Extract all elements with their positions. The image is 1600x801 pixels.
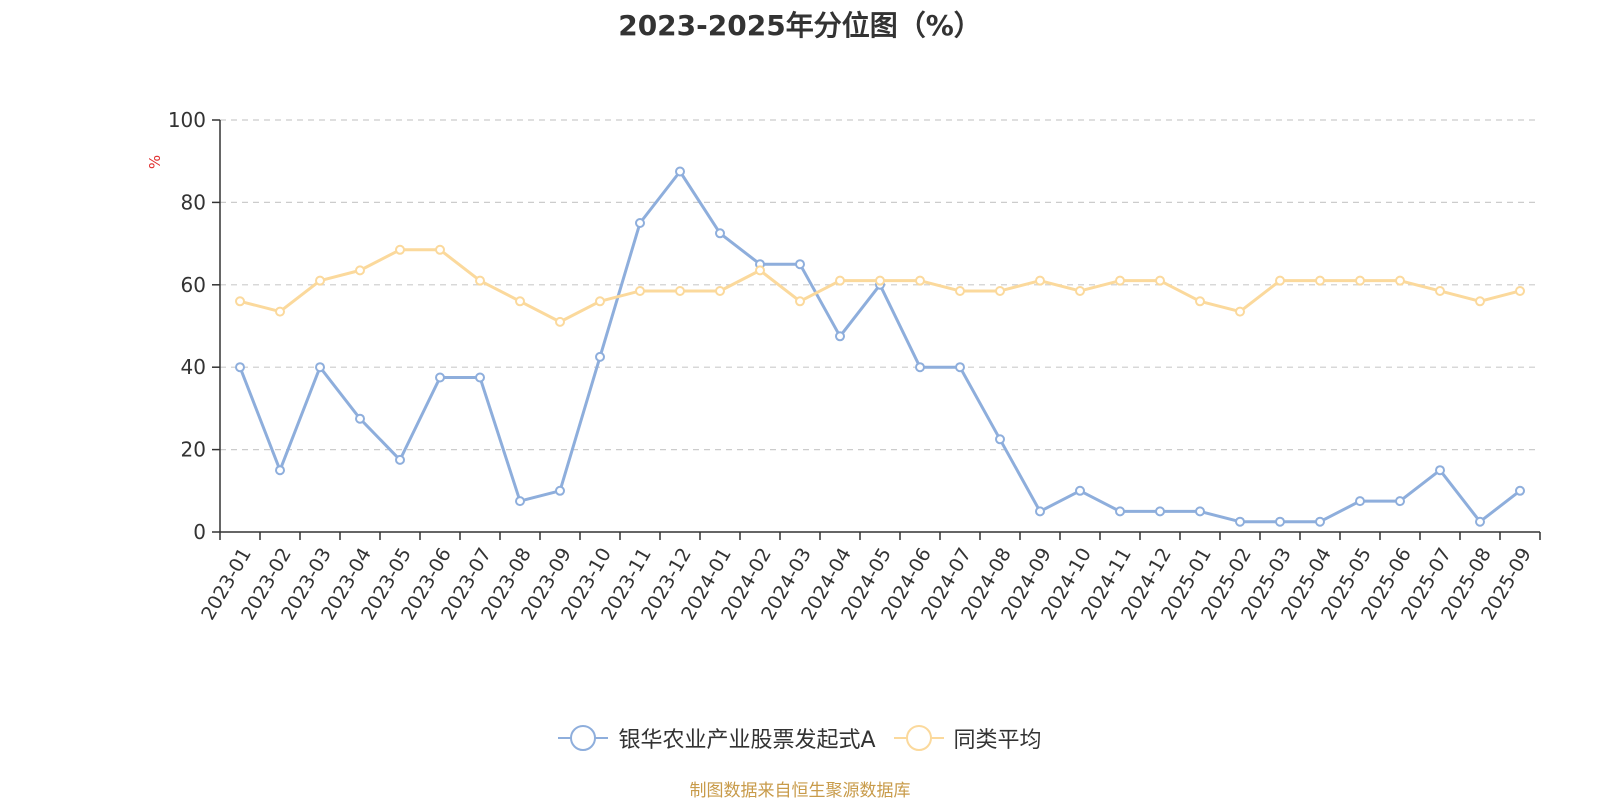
data-point-s1-2023-12[interactable] [675,285,685,296]
y-tick-label-40: 40 [181,355,206,379]
data-point-s1-2023-07[interactable] [475,275,485,286]
data-point-s1-2025-09[interactable] [1515,285,1525,296]
axes: 0204060801002023-012023-022023-032023-04… [168,108,1541,624]
data-point-s0-2023-01[interactable] [235,362,245,373]
data-point-s1-2025-01[interactable] [1195,296,1205,307]
data-point-s0-2025-08[interactable] [1475,516,1485,527]
legend-swatch-fund [558,725,609,751]
data-point-s1-2023-03[interactable] [315,275,325,286]
data-point-s1-2024-09[interactable] [1035,275,1045,286]
data-point-s0-2023-07[interactable] [475,372,485,383]
series-line-0 [238,170,1521,524]
data-point-s0-2024-10[interactable] [1075,485,1085,496]
data-point-s1-2025-04[interactable] [1315,275,1325,286]
data-point-s0-2025-03[interactable] [1275,516,1285,527]
data-point-s0-2024-11[interactable] [1115,506,1125,517]
data-point-s0-2023-12[interactable] [675,166,685,177]
data-point-s1-2025-02[interactable] [1235,306,1245,317]
data-point-s0-2025-04[interactable] [1315,516,1325,527]
y-tick-label-80: 80 [181,190,206,214]
data-point-s0-2023-11[interactable] [635,218,645,228]
data-point-s1-2024-01[interactable] [715,285,725,296]
data-point-s0-2025-07[interactable] [1435,465,1445,476]
data-point-s0-2024-04[interactable] [835,331,845,342]
data-point-s0-2024-03[interactable] [795,259,805,270]
data-point-s1-2024-02[interactable] [755,265,765,276]
data-point-s0-2025-06[interactable] [1395,496,1405,507]
data-point-s0-2023-06[interactable] [435,372,445,383]
data-point-s1-2024-03[interactable] [795,296,805,307]
data-point-s0-2024-07[interactable] [955,362,965,373]
y-axis-label: % [146,155,164,169]
data-point-s0-2024-08[interactable] [995,434,1005,445]
data-point-s1-2023-04[interactable] [355,265,365,276]
data-point-s0-2025-01[interactable] [1195,506,1205,517]
y-tick-label-0: 0 [193,520,206,544]
legend-label-average: 同类平均 [953,728,1042,753]
data-point-s1-2025-08[interactable] [1475,296,1485,307]
data-point-s1-2023-05[interactable] [395,244,405,255]
data-point-s0-2025-02[interactable] [1235,516,1245,527]
data-point-s0-2023-02[interactable] [275,465,285,476]
y-tick-label-100: 100 [168,108,206,132]
data-point-s1-2023-11[interactable] [635,285,645,296]
legend-item-fund[interactable]: 银华农业产业股票发起式A [558,722,876,754]
y-tick-label-60: 60 [181,273,206,297]
series [235,166,1525,527]
y-tick-label-20: 20 [181,438,206,462]
data-point-s1-2024-04[interactable] [835,275,845,286]
data-point-s0-2023-05[interactable] [395,454,405,465]
data-point-s1-2023-08[interactable] [515,296,525,307]
data-point-s0-2024-06[interactable] [915,362,925,373]
data-point-s1-2024-07[interactable] [955,285,965,296]
data-point-s0-2023-10[interactable] [595,351,605,362]
data-point-s0-2023-04[interactable] [355,413,365,424]
data-point-s0-2023-03[interactable] [315,362,325,373]
data-point-s1-2024-08[interactable] [995,285,1005,296]
data-point-s0-2023-08[interactable] [515,496,525,507]
data-point-s1-2024-12[interactable] [1155,275,1165,286]
data-point-s1-2023-09[interactable] [555,316,565,327]
data-point-s1-2023-06[interactable] [435,244,445,255]
legend-swatch-average [893,725,944,751]
data-point-s1-2024-10[interactable] [1075,285,1085,296]
source-footer: 制图数据来自恒生聚源数据库 [689,781,911,801]
data-point-s0-2023-09[interactable] [555,485,565,496]
data-point-s0-2025-09[interactable] [1515,485,1525,496]
data-point-s1-2024-06[interactable] [915,275,925,286]
data-point-s1-2024-11[interactable] [1115,275,1125,286]
data-point-s1-2023-01[interactable] [235,296,245,307]
data-point-s1-2023-02[interactable] [275,306,285,317]
data-point-s1-2024-05[interactable] [875,275,885,286]
data-point-s1-2023-10[interactable] [595,296,605,307]
legend-label-fund: 银华农业产业股票发起式A [618,728,876,753]
legend: 银华农业产业股票发起式A 同类平均 [0,722,1600,754]
data-point-s0-2024-01[interactable] [715,228,725,239]
chart-title: 2023-2025年分位图（%） [618,9,982,42]
data-point-s1-2025-06[interactable] [1395,275,1405,286]
data-point-s1-2025-05[interactable] [1355,275,1365,286]
data-point-s0-2024-09[interactable] [1035,506,1045,517]
data-point-s0-2025-05[interactable] [1355,496,1365,507]
data-point-s0-2024-12[interactable] [1155,506,1165,517]
legend-item-average[interactable]: 同类平均 [893,722,1042,754]
data-point-s1-2025-03[interactable] [1275,275,1285,286]
data-point-s1-2025-07[interactable] [1435,285,1445,296]
